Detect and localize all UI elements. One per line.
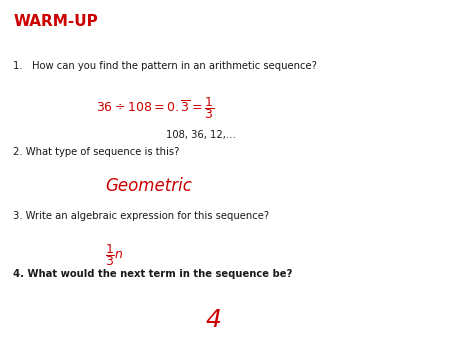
Text: 2. What type of sequence is this?: 2. What type of sequence is this?	[13, 147, 180, 157]
Text: 4. What would the next term in the sequence be?: 4. What would the next term in the seque…	[13, 269, 292, 279]
Text: 108, 36, 12,…: 108, 36, 12,…	[166, 130, 236, 140]
Text: $\dfrac{1}{3}n$: $\dfrac{1}{3}n$	[105, 242, 124, 268]
Text: 4: 4	[206, 308, 221, 332]
Text: $36\div108=0.\overline{3}=\dfrac{1}{3}$: $36\div108=0.\overline{3}=\dfrac{1}{3}$	[96, 95, 214, 121]
Text: WARM-UP: WARM-UP	[13, 14, 98, 28]
Text: 1.   How can you find the pattern in an arithmetic sequence?: 1. How can you find the pattern in an ar…	[13, 61, 317, 71]
Text: 3. Write an algebraic expression for this sequence?: 3. Write an algebraic expression for thi…	[13, 211, 269, 221]
Text: Geometric: Geometric	[105, 177, 192, 195]
